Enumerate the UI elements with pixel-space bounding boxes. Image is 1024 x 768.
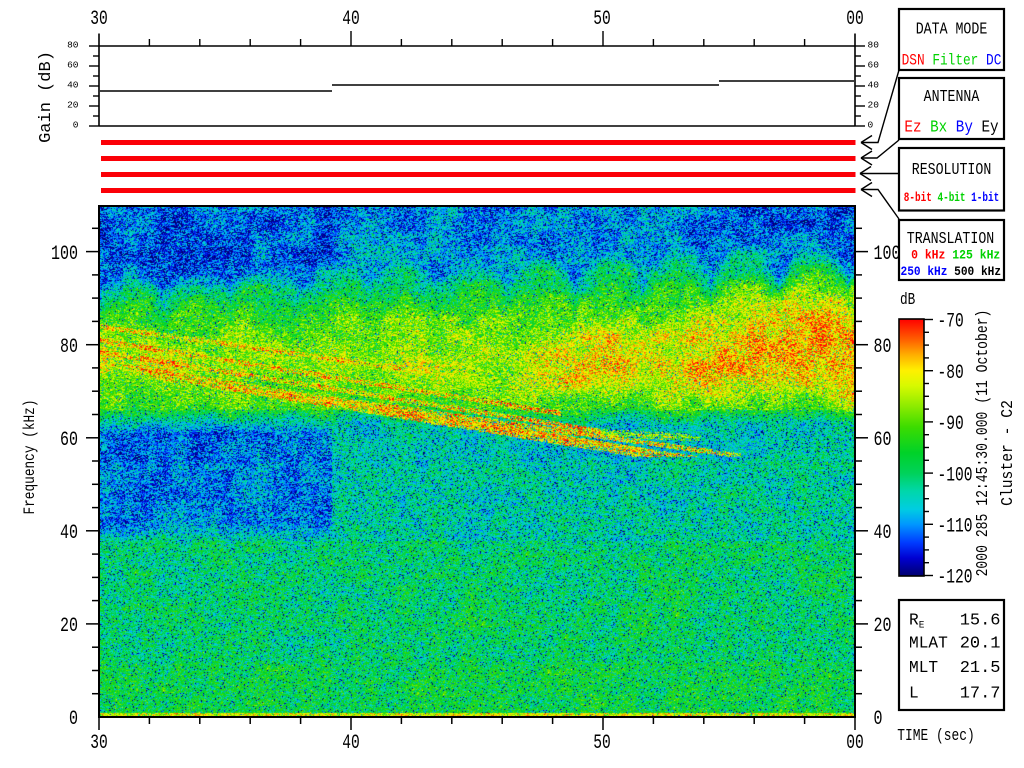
svg-text:15.6: 15.6 [960, 612, 1001, 631]
svg-text:30: 30 [90, 732, 108, 755]
svg-text:80: 80 [60, 336, 78, 359]
svg-text:20: 20 [874, 615, 892, 638]
svg-text:50: 50 [593, 8, 611, 31]
svg-text:Gain (dB): Gain (dB) [37, 51, 56, 143]
svg-text:0: 0 [868, 119, 874, 130]
svg-text:ANTENNA: ANTENNA [924, 87, 980, 107]
svg-text:50: 50 [593, 732, 611, 755]
svg-text:TRANSLATION: TRANSLATION [907, 228, 994, 248]
svg-text:20: 20 [67, 99, 79, 110]
svg-text:20: 20 [60, 615, 78, 638]
svg-text:80: 80 [868, 39, 880, 50]
svg-text:250 kHz 500 kHz: 250 kHz 500 kHz [901, 264, 1002, 279]
svg-text:0 kHz 125 kHz: 0 kHz 125 kHz [911, 248, 1000, 263]
svg-text:100: 100 [874, 243, 901, 266]
svg-text:60: 60 [67, 59, 79, 70]
svg-text:TIME (sec): TIME (sec) [897, 725, 974, 745]
svg-text:20: 20 [868, 99, 880, 110]
svg-text:DSN Filter DC: DSN Filter DC [902, 52, 1002, 70]
svg-text:-120: -120 [938, 567, 973, 590]
svg-text:40: 40 [60, 522, 78, 545]
svg-text:17.7: 17.7 [960, 685, 1001, 704]
svg-text:0: 0 [874, 708, 883, 731]
svg-text:-80: -80 [938, 362, 964, 385]
svg-text:21.5: 21.5 [960, 659, 1001, 678]
svg-text:40: 40 [342, 732, 360, 755]
svg-text:00: 00 [846, 8, 864, 31]
svg-text:40: 40 [67, 79, 79, 90]
svg-text:Frequency (kHz): Frequency (kHz) [22, 399, 40, 514]
svg-text:dB: dB [900, 289, 915, 309]
svg-text:-90: -90 [938, 413, 964, 436]
svg-text:MLAT: MLAT [909, 633, 948, 652]
svg-text:60: 60 [874, 429, 892, 452]
svg-text:30: 30 [90, 8, 108, 31]
svg-text:8-bit 4-bit 1-bit: 8-bit 4-bit 1-bit [904, 192, 999, 206]
svg-text:80: 80 [67, 39, 79, 50]
svg-text:2000 285 12:45:30.000 (11 Octo: 2000 285 12:45:30.000 (11 October) [973, 310, 993, 577]
svg-text:MLT: MLT [909, 658, 938, 677]
svg-text:0: 0 [73, 119, 79, 130]
svg-text:Ez Bx By Ey: Ez Bx By Ey [904, 118, 998, 137]
svg-text:-100: -100 [938, 464, 973, 487]
svg-text:-110: -110 [938, 516, 973, 539]
svg-text:DATA MODE: DATA MODE [916, 19, 988, 39]
svg-text:60: 60 [60, 429, 78, 452]
svg-text:40: 40 [342, 8, 360, 31]
svg-text:Cluster - C2: Cluster - C2 [998, 400, 1017, 506]
svg-text:40: 40 [868, 79, 880, 90]
svg-text:RESOLUTION: RESOLUTION [912, 160, 992, 180]
svg-text:80: 80 [874, 336, 892, 359]
svg-text:40: 40 [874, 522, 892, 545]
svg-text:L: L [909, 683, 919, 702]
svg-text:00: 00 [846, 732, 864, 755]
svg-text:-70: -70 [938, 311, 964, 334]
svg-text:100: 100 [51, 243, 78, 266]
svg-text:20.1: 20.1 [960, 635, 1001, 654]
svg-text:60: 60 [868, 59, 880, 70]
svg-text:0: 0 [69, 708, 78, 731]
